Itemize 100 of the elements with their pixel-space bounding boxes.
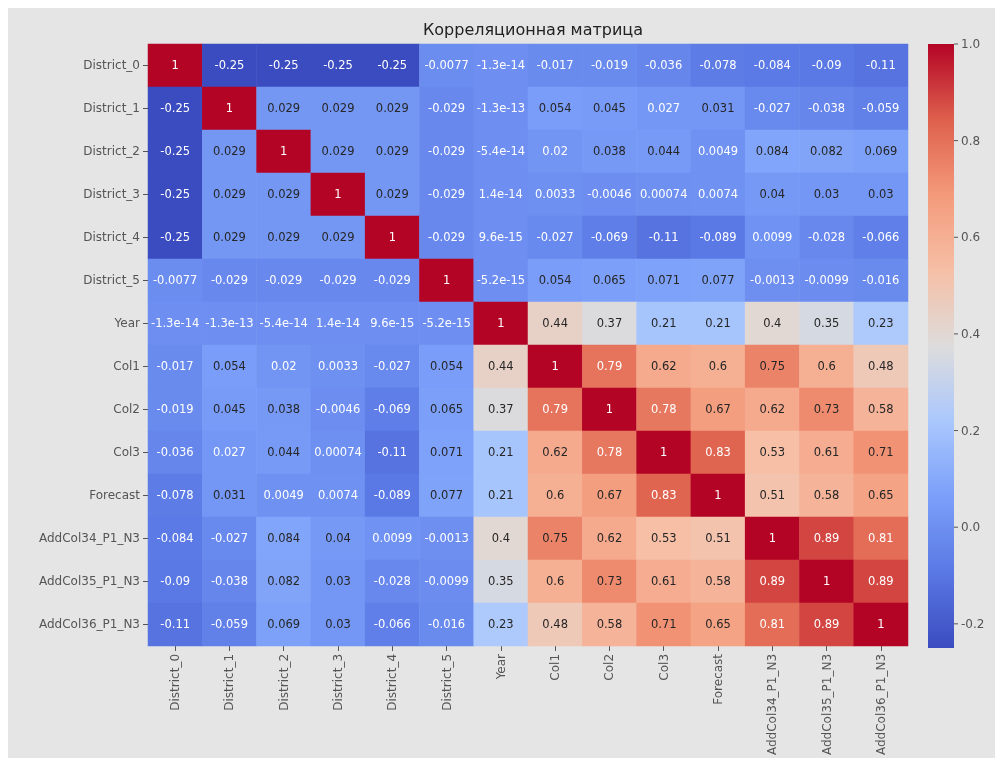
data-label: 0.6 — [545, 574, 565, 589]
color-bar-label: 0.0 — [961, 520, 981, 535]
data-label: -0.019 — [156, 402, 194, 417]
data-label: -0.084 — [156, 531, 194, 546]
data-label: 0.0099 — [372, 531, 413, 546]
data-label: 0.75 — [759, 359, 786, 374]
data-label: 0.054 — [430, 359, 464, 374]
x-tick-label: District_1 — [222, 653, 237, 711]
data-label: 0.0033 — [317, 359, 359, 374]
data-label: -0.078 — [699, 58, 737, 73]
data-label: 1 — [280, 144, 288, 159]
x-tick-label: Col3 — [656, 653, 671, 681]
data-label: -0.019 — [590, 58, 628, 73]
data-label: 0.65 — [705, 617, 731, 632]
data-label: -0.029 — [428, 187, 466, 202]
data-label: 1 — [877, 617, 885, 632]
data-label: 0.069 — [267, 617, 301, 632]
data-label: 0.75 — [542, 531, 568, 546]
data-label: 1 — [660, 445, 668, 460]
y-tick-label: Col2 — [113, 402, 140, 417]
data-label: 0.6 — [708, 359, 728, 374]
data-label: 0.78 — [650, 402, 677, 417]
data-label: 0.71 — [650, 617, 677, 632]
data-label: 0.077 — [430, 488, 464, 503]
y-tick-label: Col3 — [113, 445, 140, 460]
data-label: 0.58 — [596, 617, 623, 632]
data-label: 0.084 — [755, 144, 789, 159]
data-label: -0.0099 — [424, 574, 469, 589]
data-label: 0.62 — [542, 445, 568, 460]
data-label: 0.37 — [488, 402, 514, 417]
data-label: -1.3e-14 — [476, 58, 526, 73]
data-label: -0.25 — [160, 144, 191, 159]
data-label: 0.00074 — [639, 187, 688, 202]
data-label: 0.51 — [705, 531, 731, 546]
data-label: 0.62 — [759, 402, 786, 417]
data-label: 0.0099 — [752, 230, 793, 245]
data-label: -0.09 — [811, 58, 842, 73]
y-tick-label: AddCol34_P1_N3 — [38, 531, 140, 546]
data-label: 0.81 — [759, 617, 786, 632]
data-label: -0.059 — [210, 617, 248, 632]
data-label: 0.045 — [592, 101, 626, 116]
data-label: -0.0013 — [424, 531, 469, 546]
data-label: 0.044 — [647, 144, 681, 159]
data-label: -0.089 — [699, 230, 737, 245]
x-tick-label: District_5 — [439, 653, 454, 711]
data-label: 0.6 — [545, 488, 565, 503]
data-label: 0.029 — [267, 101, 301, 116]
data-label: 0.0074 — [317, 488, 359, 503]
data-label: 0.03 — [325, 617, 351, 632]
data-label: -5.2e-15 — [422, 316, 471, 331]
data-label: 0.00074 — [314, 445, 362, 460]
data-label: 1 — [171, 58, 179, 73]
data-label: 1 — [388, 230, 396, 245]
data-label: -0.11 — [648, 230, 679, 245]
data-label: 0.071 — [430, 445, 464, 460]
data-label: -0.0077 — [152, 273, 198, 288]
data-label: 0.61 — [650, 574, 677, 589]
data-label: 0.04 — [759, 187, 786, 202]
data-label: 1 — [497, 316, 505, 331]
data-label: 0.029 — [212, 144, 246, 159]
data-label: -0.11 — [865, 58, 896, 73]
data-label: 0.054 — [538, 101, 572, 116]
data-label: 0.53 — [759, 445, 786, 460]
data-label: -0.029 — [428, 144, 466, 159]
x-tick-label: AddCol34_P1_N3 — [765, 653, 780, 756]
data-label: 0.83 — [650, 488, 677, 503]
data-label: -0.029 — [319, 273, 357, 288]
data-label: 1 — [442, 273, 451, 288]
data-label: -0.027 — [536, 230, 574, 245]
data-label: 0.89 — [868, 574, 894, 589]
data-label: 0.02 — [542, 144, 568, 159]
data-label: 0.4 — [763, 316, 782, 331]
data-label: 0.029 — [375, 187, 409, 202]
data-label: 0.029 — [321, 230, 355, 245]
data-label: 0.031 — [212, 488, 246, 503]
data-label: -0.059 — [862, 101, 900, 116]
data-label: 0.79 — [596, 359, 623, 374]
color-bar-label: 0.4 — [961, 326, 981, 341]
data-label: -0.029 — [210, 273, 248, 288]
data-label: 0.79 — [542, 402, 568, 417]
color-bar-label: 0.2 — [961, 423, 981, 438]
data-label: 0.029 — [212, 230, 246, 245]
data-label: 0.62 — [596, 531, 623, 546]
data-label: -0.029 — [373, 273, 411, 288]
data-label: 0.077 — [701, 273, 735, 288]
data-label: 0.03 — [325, 574, 351, 589]
data-label: -0.0046 — [315, 402, 361, 417]
data-label: 0.0074 — [697, 187, 739, 202]
data-label: 0.71 — [868, 445, 894, 460]
data-label: -0.11 — [160, 617, 191, 632]
x-tick-label: District_0 — [168, 653, 183, 711]
data-label: 0.21 — [488, 445, 514, 460]
data-label: 0.89 — [813, 617, 840, 632]
data-label: 0.58 — [813, 488, 840, 503]
data-label: -0.066 — [373, 617, 411, 632]
data-label: 0.031 — [701, 101, 735, 116]
data-label: 0.48 — [868, 359, 894, 374]
data-label: 0.029 — [212, 187, 246, 202]
data-label: 0.082 — [267, 574, 301, 589]
data-label: 0.67 — [705, 402, 731, 417]
